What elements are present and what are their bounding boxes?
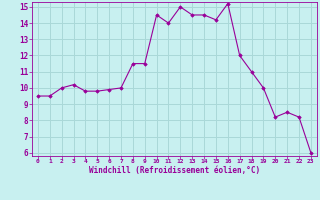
X-axis label: Windchill (Refroidissement éolien,°C): Windchill (Refroidissement éolien,°C) <box>89 166 260 175</box>
